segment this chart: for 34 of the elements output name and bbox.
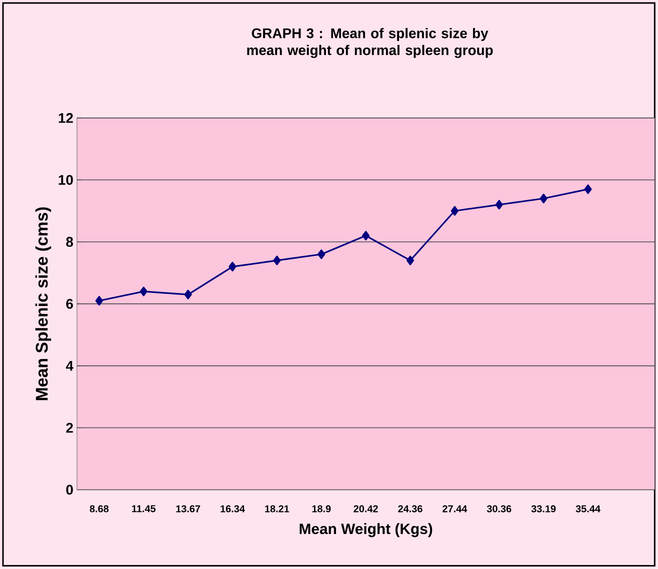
x-tick-label: 8.68 — [90, 505, 109, 512]
x-tick-label: 30.36 — [486, 505, 512, 512]
x-tick-label: 13.67 — [176, 505, 200, 512]
x-tick-label: 33.19 — [531, 505, 556, 512]
x-tick-label: 11.45 — [132, 505, 156, 512]
x-axis-title: Mean Weight (Kgs) — [300, 523, 432, 538]
x-tick-label: 16.34 — [220, 505, 245, 512]
y-tick-label: 10 — [58, 175, 73, 185]
x-tick-label: 18.21 — [265, 505, 290, 512]
point — [584, 184, 592, 194]
x-tick-label: 18.9 — [312, 505, 331, 512]
y-tick-label: 8 — [66, 237, 74, 247]
point — [450, 206, 459, 216]
x-tick-label: 20.42 — [354, 505, 378, 512]
point — [228, 262, 236, 272]
x-tick-label: 35.44 — [576, 505, 600, 512]
y-tick-label: 6 — [66, 299, 73, 309]
point — [140, 286, 148, 296]
point — [184, 290, 192, 300]
y-axis-title: Mean Splenic size (cms) — [35, 207, 52, 400]
y-tick-label: 12 — [58, 113, 73, 123]
point — [406, 256, 414, 266]
point — [495, 200, 503, 210]
y-tick-label: 4 — [66, 361, 74, 371]
point — [540, 194, 548, 204]
x-tick-label: 24.36 — [398, 505, 422, 512]
x-tick-label: 27.44 — [442, 505, 468, 512]
point — [95, 296, 103, 306]
point — [362, 231, 370, 241]
point — [273, 256, 281, 266]
y-tick-label: 0 — [66, 484, 73, 495]
chart-title: GRAPH 3 : Mean of splenic size by mean weight of normal spleen group — [247, 28, 493, 58]
y-tick-label: 2 — [66, 423, 73, 433]
point — [318, 250, 326, 260]
